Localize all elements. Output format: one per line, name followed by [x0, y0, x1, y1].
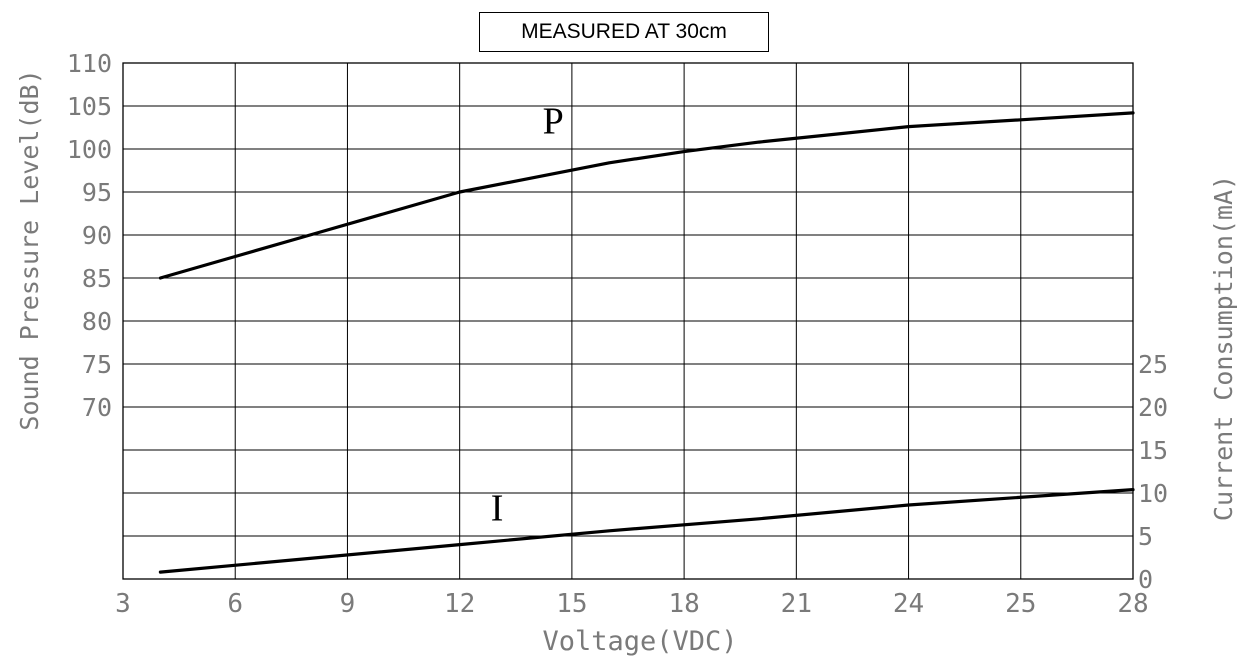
y-left-tick-label: 90	[82, 221, 112, 250]
x-tick-label: 24	[893, 589, 924, 619]
x-tick-label: 21	[781, 589, 812, 619]
x-axis-label: Voltage(VDC)	[542, 626, 737, 657]
chart-title: MEASURED AT 30cm	[479, 12, 769, 52]
x-tick-label: 12	[444, 589, 475, 619]
y-right-tick-label: 5	[1138, 522, 1153, 551]
y-left-tick-label: 105	[67, 92, 112, 121]
series-label-p: P	[543, 101, 564, 143]
grid	[122, 62, 1134, 580]
y-left-tick-label: 110	[67, 49, 112, 78]
series-line-i	[158, 488, 1135, 574]
y-right-tick-label: 15	[1138, 436, 1168, 465]
x-tick-label: 6	[227, 589, 243, 619]
x-tick-label: 25	[1005, 589, 1036, 619]
series-label-i: I	[491, 488, 504, 530]
series-line-p	[158, 111, 1135, 280]
x-tick-label: 3	[115, 589, 131, 619]
y-right-tick-label: 10	[1138, 479, 1168, 508]
y-left-tick-label: 95	[82, 178, 112, 207]
series-lines: PI	[158, 101, 1135, 574]
y-axis-left-label: Sound Pressure Level(dB)	[15, 69, 44, 430]
x-tick-label: 9	[340, 589, 356, 619]
y-left-tick-label: 75	[82, 350, 112, 379]
y-left-tick-label: 85	[82, 264, 112, 293]
y-axis-right-label: Current Consumption(mA)	[1209, 175, 1238, 521]
y-right-tick-label: 25	[1138, 350, 1168, 379]
x-tick-label: 28	[1117, 589, 1148, 619]
tick-labels: 3 6 9 12 15 18 21 24 25 2811010510095908580757025…	[67, 49, 1168, 619]
y-left-tick-label: 100	[67, 135, 112, 164]
y-right-tick-label: 20	[1138, 393, 1168, 422]
y-left-tick-label: 80	[82, 307, 112, 336]
y-right-tick-label: 0	[1138, 565, 1153, 594]
x-tick-label: 15	[556, 589, 587, 619]
x-tick-label: 18	[668, 589, 699, 619]
y-left-tick-label: 70	[82, 393, 112, 422]
